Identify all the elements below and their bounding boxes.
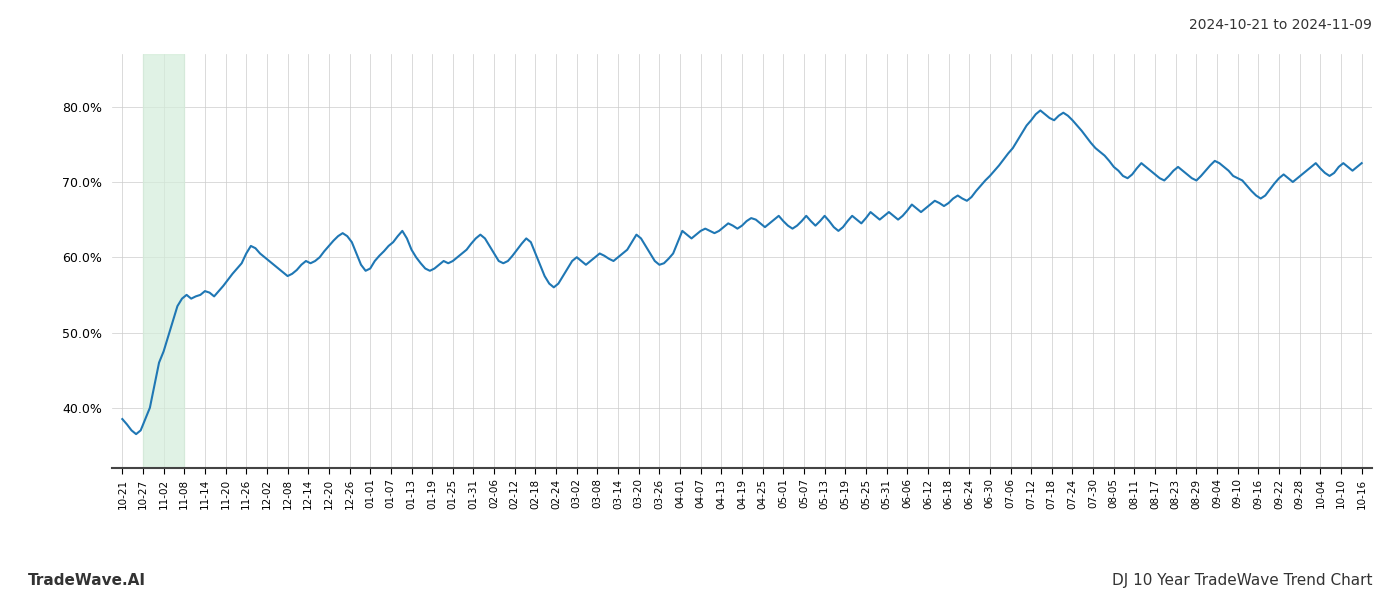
Text: TradeWave.AI: TradeWave.AI	[28, 573, 146, 588]
Text: 2024-10-21 to 2024-11-09: 2024-10-21 to 2024-11-09	[1189, 18, 1372, 32]
Bar	[143, 54, 185, 468]
Text: DJ 10 Year TradeWave Trend Chart: DJ 10 Year TradeWave Trend Chart	[1112, 573, 1372, 588]
